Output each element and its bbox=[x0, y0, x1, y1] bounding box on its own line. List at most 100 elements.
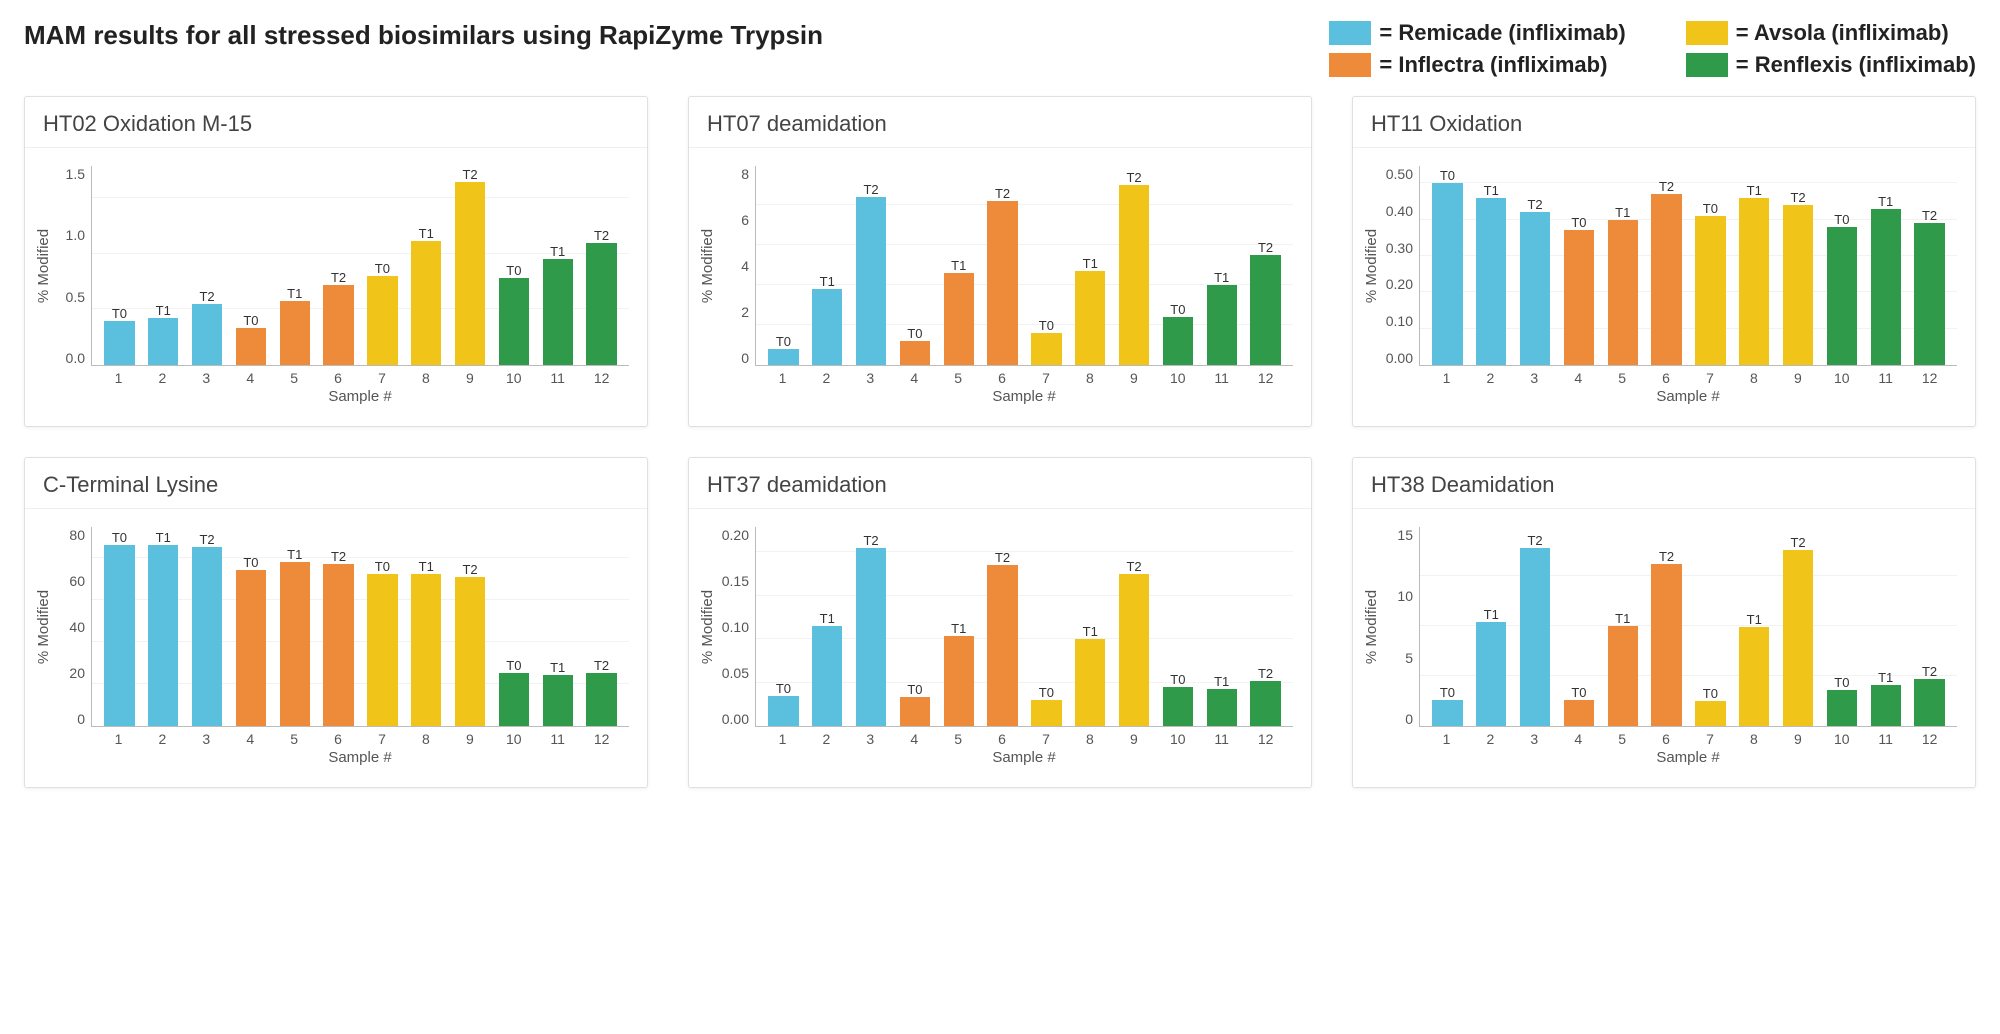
x-tick: 7 bbox=[363, 731, 402, 747]
bar bbox=[1651, 564, 1681, 726]
y-axis-label: % Modified bbox=[699, 590, 716, 664]
bar-slot: T1 bbox=[538, 527, 577, 726]
x-tick: 12 bbox=[582, 370, 621, 386]
bar-slot: T2 bbox=[582, 527, 621, 726]
y-tick: 5 bbox=[1405, 650, 1413, 666]
bar-annotation: T0 bbox=[776, 335, 791, 348]
bar-slot: T0 bbox=[895, 166, 934, 365]
bar-annotation: T1 bbox=[820, 275, 835, 288]
bar-annotation: T2 bbox=[199, 533, 214, 546]
x-tick: 1 bbox=[1427, 370, 1466, 386]
x-axis: 123456789101112 bbox=[755, 366, 1293, 386]
bar-slot: T1 bbox=[144, 166, 183, 365]
bar-slot: T2 bbox=[582, 166, 621, 365]
x-axis-label: Sample # bbox=[91, 388, 629, 405]
x-tick: 2 bbox=[807, 731, 846, 747]
legend-label: = Renflexis (infliximab) bbox=[1736, 52, 1976, 78]
bar bbox=[1914, 223, 1944, 365]
x-tick: 4 bbox=[1559, 370, 1598, 386]
x-tick: 3 bbox=[851, 731, 890, 747]
bar bbox=[856, 197, 886, 365]
y-tick: 10 bbox=[1397, 588, 1413, 604]
legend-item: = Remicade (infliximab) bbox=[1329, 20, 1625, 46]
bar-slot: T1 bbox=[1866, 527, 1905, 726]
bar bbox=[1739, 198, 1769, 365]
y-tick: 0 bbox=[741, 350, 749, 366]
x-axis-label: Sample # bbox=[1419, 388, 1957, 405]
x-axis-label: Sample # bbox=[1419, 749, 1957, 766]
y-axis-label: % Modified bbox=[35, 229, 52, 303]
chart-wrap: % Modified151050T0T1T2T0T1T2T0T1T2T0T1T2… bbox=[1353, 509, 1975, 787]
chart-wrap: % Modified0.200.150.100.050.00T0T1T2T0T1… bbox=[689, 509, 1311, 787]
bar-annotation: T0 bbox=[1039, 319, 1054, 332]
bar-annotation: T2 bbox=[1659, 180, 1674, 193]
x-tick: 1 bbox=[1427, 731, 1466, 747]
bar-slot: T0 bbox=[1428, 166, 1467, 365]
y-tick: 2 bbox=[741, 304, 749, 320]
bar-annotation: T0 bbox=[1834, 213, 1849, 226]
bar-slot: T1 bbox=[1603, 166, 1642, 365]
header: MAM results for all stressed biosimilars… bbox=[24, 20, 1976, 78]
bar bbox=[280, 562, 310, 726]
bar-slot: T0 bbox=[1428, 527, 1467, 726]
x-tick: 10 bbox=[494, 731, 533, 747]
bar-slot: T1 bbox=[1735, 527, 1774, 726]
x-tick: 2 bbox=[1471, 370, 1510, 386]
bar-annotation: T0 bbox=[1039, 686, 1054, 699]
y-tick: 80 bbox=[69, 527, 85, 543]
bar-annotation: T0 bbox=[1703, 687, 1718, 700]
x-tick: 11 bbox=[1202, 370, 1241, 386]
bar bbox=[104, 545, 134, 726]
x-axis: 123456789101112 bbox=[91, 366, 629, 386]
bar-annotation: T0 bbox=[112, 531, 127, 544]
bar bbox=[900, 341, 930, 365]
bar bbox=[812, 626, 842, 726]
bar-annotation: T0 bbox=[1571, 686, 1586, 699]
x-tick: 10 bbox=[1158, 370, 1197, 386]
x-tick: 1 bbox=[99, 370, 138, 386]
bar-slot: T0 bbox=[1691, 166, 1730, 365]
x-tick: 8 bbox=[1734, 731, 1773, 747]
bar-annotation: T0 bbox=[1170, 303, 1185, 316]
bar-slot: T2 bbox=[1246, 166, 1285, 365]
bar bbox=[455, 182, 485, 365]
bar bbox=[1075, 271, 1105, 365]
bar-slot: T2 bbox=[451, 166, 490, 365]
legend-label: = Inflectra (infliximab) bbox=[1379, 52, 1607, 78]
x-tick: 8 bbox=[406, 370, 445, 386]
bar-annotation: T0 bbox=[776, 682, 791, 695]
bar-slot: T0 bbox=[363, 166, 402, 365]
bar bbox=[1207, 285, 1237, 365]
bar-slot: T1 bbox=[538, 166, 577, 365]
bar-slot: T1 bbox=[1866, 166, 1905, 365]
bar-slot: T2 bbox=[1516, 527, 1555, 726]
bar-slot: T0 bbox=[231, 527, 270, 726]
plot-column: T0T1T2T0T1T2T0T1T2T0T1T2123456789101112S… bbox=[1419, 527, 1957, 777]
bar-slot: T1 bbox=[275, 166, 314, 365]
x-tick: 12 bbox=[1910, 731, 1949, 747]
bar bbox=[1207, 689, 1237, 726]
x-tick: 12 bbox=[1246, 370, 1285, 386]
bar bbox=[1119, 574, 1149, 726]
bar-annotation: T1 bbox=[287, 287, 302, 300]
bar bbox=[148, 545, 178, 726]
x-tick: 5 bbox=[939, 731, 978, 747]
bar-annotation: T2 bbox=[331, 550, 346, 563]
plot-column: T0T1T2T0T1T2T0T1T2T0T1T2123456789101112S… bbox=[91, 527, 629, 777]
bar-slot: T0 bbox=[494, 166, 533, 365]
bar-annotation: T1 bbox=[550, 661, 565, 674]
bar bbox=[411, 574, 441, 726]
bar-slot: T0 bbox=[1027, 166, 1066, 365]
bar bbox=[1432, 700, 1462, 726]
x-tick: 4 bbox=[895, 370, 934, 386]
bar-annotation: T0 bbox=[1170, 673, 1185, 686]
bar bbox=[323, 285, 353, 365]
bar-slot: T1 bbox=[808, 527, 847, 726]
x-tick: 11 bbox=[538, 370, 577, 386]
x-axis: 123456789101112 bbox=[91, 727, 629, 747]
chart-panel: HT02 Oxidation M-15% Modified1.51.00.50.… bbox=[24, 96, 648, 427]
x-tick: 3 bbox=[187, 370, 226, 386]
bar bbox=[1163, 687, 1193, 726]
y-tick: 0 bbox=[77, 711, 85, 727]
chart-panel: HT07 deamidation% Modified86420T0T1T2T0T… bbox=[688, 96, 1312, 427]
